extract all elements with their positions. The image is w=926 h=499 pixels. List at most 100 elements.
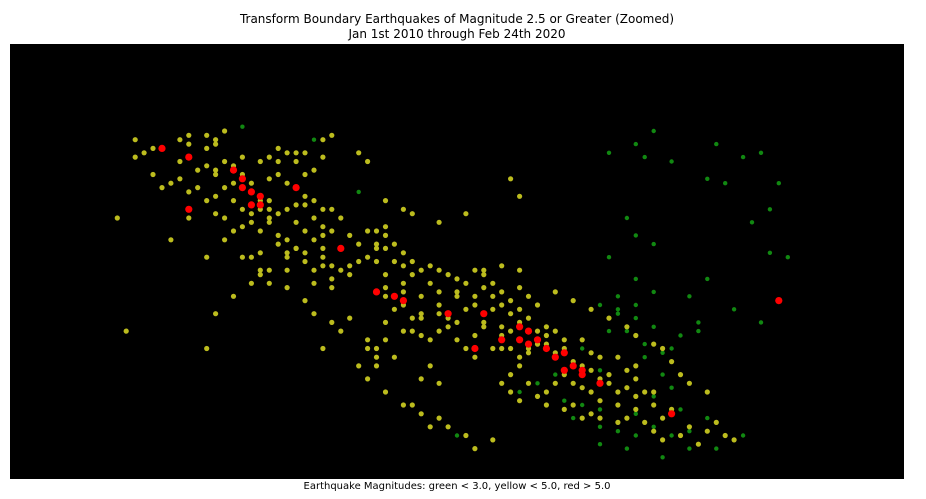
red-quake-point-26: [560, 349, 568, 357]
yellow-quake-point-169: [561, 406, 567, 412]
red-quake-point-9: [292, 184, 300, 192]
yellow-quake-point-31: [266, 176, 272, 182]
yellow-quake-point-39: [275, 158, 281, 165]
red-quake-point-15: [444, 310, 452, 318]
green-quake-point-50: [651, 394, 656, 399]
yellow-quake-point-27: [213, 211, 219, 217]
yellow-quake-point-10: [213, 137, 219, 143]
yellow-quake-point-267: [517, 267, 523, 273]
green-quake-point-3: [356, 189, 361, 195]
green-quake-point-4: [651, 128, 656, 134]
yellow-quake-point-227: [320, 232, 326, 238]
yellow-quake-point-2: [132, 154, 138, 160]
yellow-quake-point-97: [454, 293, 460, 299]
green-quake-point-8: [606, 150, 612, 155]
yellow-quake-point-166: [508, 389, 514, 395]
yellow-quake-point-291: [373, 363, 380, 369]
yellow-quake-point-163: [517, 363, 523, 369]
yellow-quake-point-33: [284, 180, 290, 186]
red-quake-point-8: [256, 201, 264, 209]
green-quake-point-65: [687, 446, 692, 451]
yellow-quake-point-5: [186, 132, 192, 138]
yellow-quake-point-85: [409, 272, 415, 278]
yellow-quake-point-259: [365, 158, 371, 165]
green-quake-point-18: [785, 255, 790, 260]
yellow-quake-point-19: [230, 198, 237, 204]
yellow-quake-point-162: [525, 380, 532, 386]
yellow-quake-point-40: [257, 158, 263, 165]
green-quake-point-45: [633, 433, 638, 438]
green-quake-point-60: [758, 320, 764, 325]
yellow-quake-point-303: [168, 237, 174, 243]
yellow-quake-point-280: [677, 372, 684, 378]
yellow-quake-point-72: [302, 250, 308, 256]
yellow-quake-point-271: [606, 315, 612, 321]
yellow-quake-point-133: [472, 332, 478, 339]
yellow-quake-point-67: [311, 280, 317, 286]
yellow-quake-point-207: [472, 293, 478, 299]
yellow-quake-point-100: [490, 306, 496, 312]
green-quake-point-13: [705, 176, 710, 181]
yellow-quake-point-153: [615, 402, 621, 408]
yellow-quake-point-8: [204, 145, 210, 151]
yellow-quake-point-189: [633, 376, 639, 382]
red-quake-point-28: [569, 362, 577, 370]
red-quake-point-1: [185, 153, 193, 161]
yellow-quake-point-313: [365, 337, 371, 343]
yellow-quake-point-171: [579, 415, 585, 421]
yellow-quake-point-177: [651, 428, 657, 434]
yellow-quake-point-137: [525, 350, 532, 356]
yellow-quake-point-113: [472, 354, 478, 360]
yellow-quake-point-284: [427, 363, 433, 369]
yellow-quake-point-281: [517, 193, 523, 199]
green-quake-point-32: [642, 355, 647, 360]
yellow-quake-point-257: [329, 132, 335, 138]
yellow-quake-point-223: [365, 254, 371, 260]
yellow-quake-point-173: [597, 415, 603, 421]
yellow-quake-point-228: [311, 215, 317, 221]
yellow-quake-point-211: [508, 298, 514, 304]
yellow-quake-point-75: [356, 241, 362, 247]
yellow-quake-point-252: [266, 154, 272, 160]
yellow-quake-point-322: [472, 446, 478, 452]
yellow-quake-point-238: [222, 185, 228, 191]
yellow-quake-point-7: [204, 132, 210, 138]
yellow-quake-point-293: [311, 311, 317, 317]
yellow-quake-point-66: [284, 285, 290, 291]
yellow-quake-point-55: [311, 267, 317, 273]
yellow-quake-point-13: [213, 171, 219, 178]
yellow-quake-point-176: [642, 419, 648, 425]
yellow-quake-point-273: [633, 332, 639, 339]
yellow-quake-point-202: [490, 280, 496, 286]
yellow-quake-point-261: [400, 206, 406, 212]
yellow-quake-point-99: [472, 302, 478, 308]
yellow-quake-point-20: [239, 206, 245, 212]
red-quake-point-25: [551, 353, 559, 361]
yellow-quake-point-278: [633, 363, 639, 369]
yellow-quake-point-279: [660, 345, 666, 352]
yellow-quake-point-44: [329, 206, 335, 212]
yellow-quake-point-282: [508, 176, 514, 182]
green-quake-point-44: [615, 429, 621, 434]
yellow-quake-point-70: [329, 285, 335, 291]
green-quake-point-15: [767, 207, 773, 212]
yellow-quake-point-52: [320, 245, 326, 251]
green-quake-point-25: [597, 302, 603, 308]
yellow-quake-point-208: [499, 302, 505, 308]
yellow-quake-point-233: [266, 206, 272, 212]
yellow-quake-point-160: [543, 389, 550, 395]
red-quake-point-20: [533, 336, 542, 344]
yellow-quake-point-32: [275, 171, 281, 178]
green-quake-point-46: [651, 424, 656, 429]
green-quake-point-41: [597, 407, 603, 412]
yellow-quake-point-269: [570, 298, 576, 304]
green-quake-point-27: [633, 315, 638, 321]
green-quake-point-73: [669, 346, 674, 351]
yellow-quake-point-240: [204, 198, 210, 204]
red-quake-point-10: [185, 205, 193, 213]
yellow-quake-point-253: [275, 145, 281, 151]
yellow-quake-point-287: [409, 402, 415, 408]
yellow-quake-point-121: [391, 306, 397, 312]
yellow-quake-point-229: [302, 202, 308, 208]
yellow-quake-point-270: [588, 306, 594, 312]
